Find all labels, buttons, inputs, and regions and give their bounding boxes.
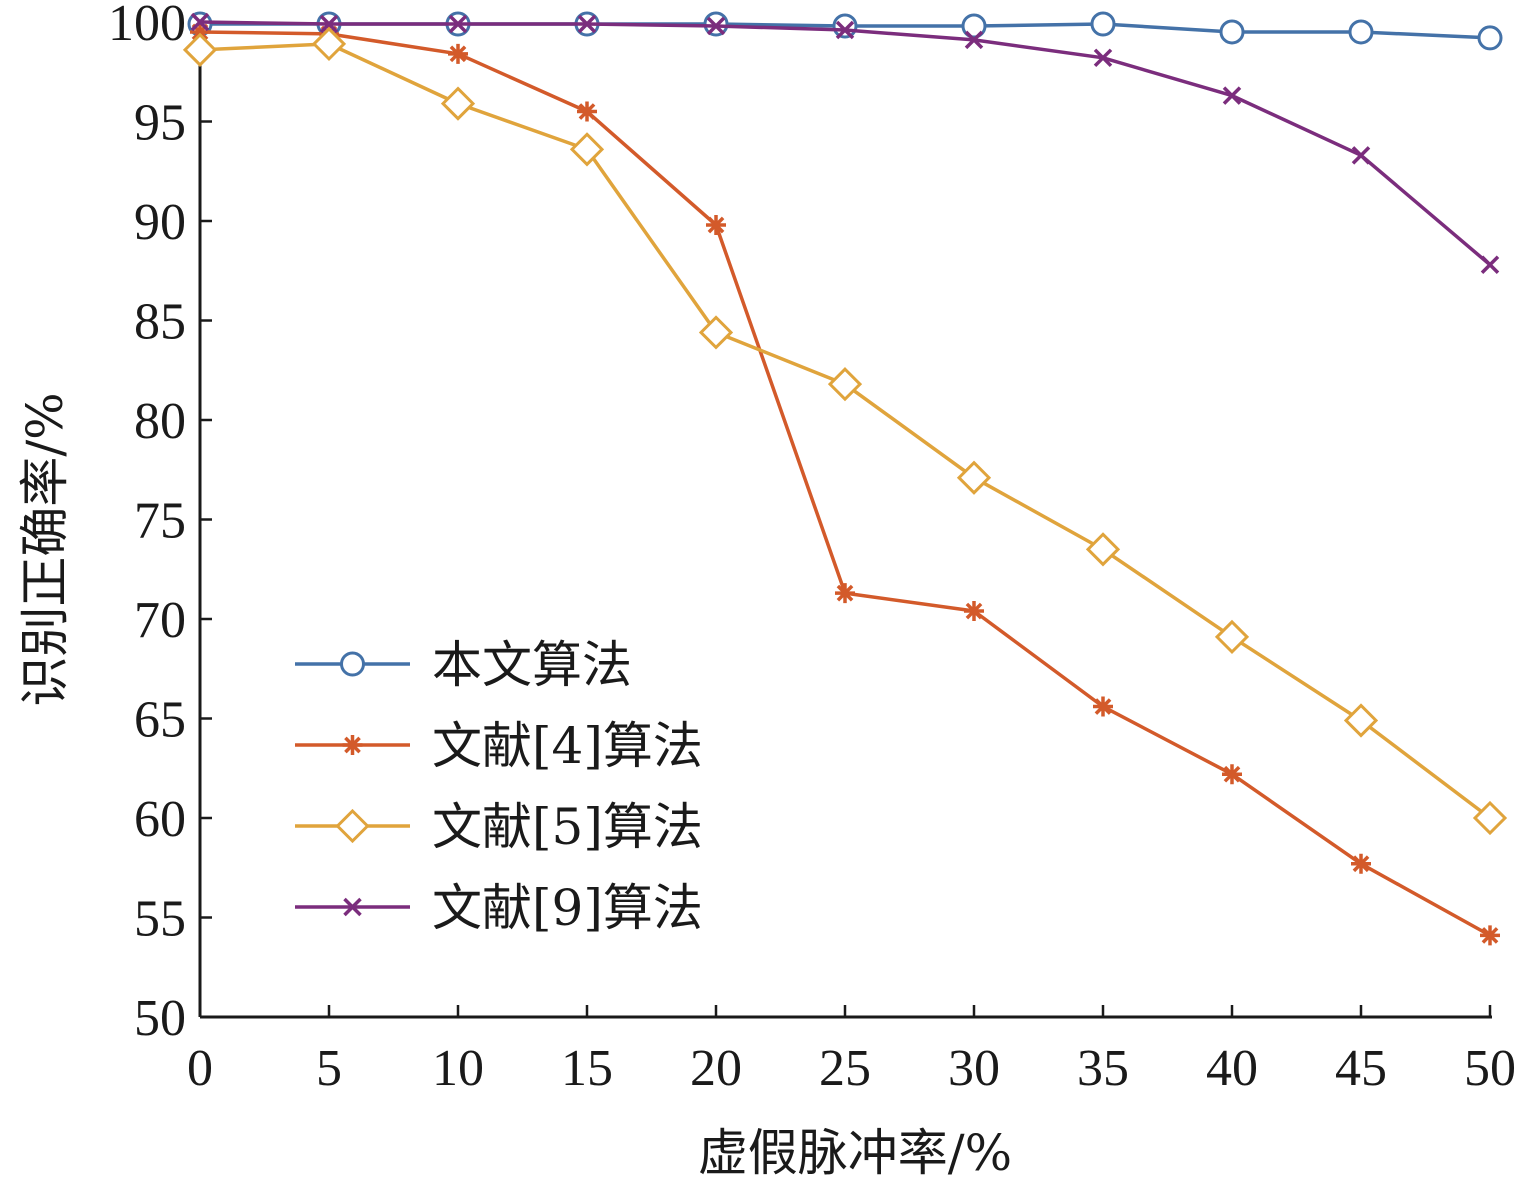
series-asterisk-point [577, 101, 597, 122]
y-tick-label: 50 [134, 990, 186, 1047]
series-layer [182, 11, 1508, 946]
series-diamond-point [182, 32, 218, 67]
series-circle-point [832, 13, 858, 39]
series-diamond-point [311, 26, 347, 62]
series-x-point [706, 16, 726, 36]
series-asterisk-point [1351, 853, 1371, 874]
y-tick-label: 90 [134, 194, 186, 251]
legend-label: 本文算法 [432, 636, 632, 694]
series-diamond-point [827, 367, 863, 402]
series-asterisk-point [1480, 925, 1500, 946]
y-tick-label: 95 [134, 95, 186, 152]
series-diamond-point [956, 460, 992, 495]
series-diamond [182, 26, 1508, 836]
series-circle-point [1219, 19, 1245, 45]
x-tick-label: 5 [316, 1040, 342, 1097]
y-axis-label: 识别正确率/% [16, 392, 74, 706]
y-tick-label: 70 [134, 592, 186, 649]
series-diamond-point [440, 86, 476, 121]
series-asterisk-point [448, 43, 468, 64]
y-tick-label: 100 [108, 0, 186, 52]
x-tick-label: 50 [1464, 1040, 1515, 1097]
series-diamond-point [1472, 800, 1508, 836]
series-asterisk-point [1222, 764, 1242, 785]
x-tick-label: 10 [432, 1040, 484, 1097]
x-tick-label: 35 [1077, 1040, 1129, 1097]
series-asterisk-point [706, 214, 726, 235]
y-tick-label: 65 [134, 692, 186, 749]
x-tick-label: 0 [187, 1040, 213, 1097]
legend-swatch-marker [343, 897, 362, 917]
series-x-point [190, 12, 210, 32]
legend-entry: 本文算法 [295, 636, 632, 694]
series-diamond-line [199, 42, 1492, 820]
legend-entry: 文献[9]算法 [295, 879, 703, 937]
legend-swatch-marker [342, 735, 363, 755]
series-diamond-point [1343, 703, 1379, 738]
y-axis-ticks: 50 55 60 65 70 75 80 85 90 95 100 [108, 0, 212, 1047]
series-x-point [1351, 146, 1371, 165]
plot-frame [198, 16, 1492, 1019]
series-circle-point [961, 13, 987, 39]
legend-swatch-marker [335, 808, 370, 844]
series-x-line [199, 20, 1492, 267]
y-tick-label: 80 [134, 393, 186, 450]
y-tick-label: 60 [134, 791, 186, 848]
y-tick-label: 75 [134, 493, 186, 550]
x-axis-ticks: 0 5 10 15 20 25 30 35 40 45 50 [187, 1005, 1515, 1097]
series-diamond-point [569, 132, 605, 167]
series-asterisk-point [964, 601, 984, 622]
legend-label: 文献[5]算法 [432, 798, 703, 856]
x-tick-label: 45 [1335, 1040, 1387, 1097]
series-x-point [1222, 86, 1242, 105]
series-asterisk-point [835, 583, 855, 604]
x-axis-label: 虚假脉冲率/% [698, 1124, 1012, 1182]
series-diamond-point [698, 315, 734, 350]
x-tick-label: 15 [561, 1040, 613, 1097]
series-x-point [835, 20, 855, 40]
legend-label: 文献[9]算法 [432, 879, 703, 937]
series-x-point [1480, 255, 1500, 275]
series-x-point [1093, 48, 1113, 68]
x-tick-label: 30 [948, 1040, 1000, 1097]
series-x-point [319, 14, 339, 34]
series-x-point [448, 14, 468, 34]
x-tick-label: 40 [1206, 1040, 1258, 1097]
y-tick-label: 55 [134, 891, 186, 948]
series-diamond-point [1214, 619, 1250, 655]
series-x-point [964, 30, 984, 50]
legend-swatch-marker [340, 651, 365, 677]
series-asterisk [190, 21, 1500, 946]
legend-entry: 文献[5]算法 [295, 798, 703, 856]
series-circle-point [1477, 25, 1503, 51]
series-circle-point [1348, 19, 1374, 45]
x-tick-label: 25 [819, 1040, 871, 1097]
series-x [190, 12, 1500, 275]
legend-entry: 文献[4]算法 [295, 717, 703, 775]
x-tick-label: 20 [690, 1040, 742, 1097]
series-asterisk-point [1093, 696, 1113, 717]
legend-label: 文献[4]算法 [432, 717, 703, 775]
y-tick-label: 85 [134, 294, 186, 351]
series-diamond-point [1085, 532, 1121, 567]
series-circle-point [1090, 11, 1116, 37]
series-x-point [577, 14, 597, 34]
series-asterisk-point [190, 21, 210, 42]
series-asterisk-line [199, 30, 1491, 937]
